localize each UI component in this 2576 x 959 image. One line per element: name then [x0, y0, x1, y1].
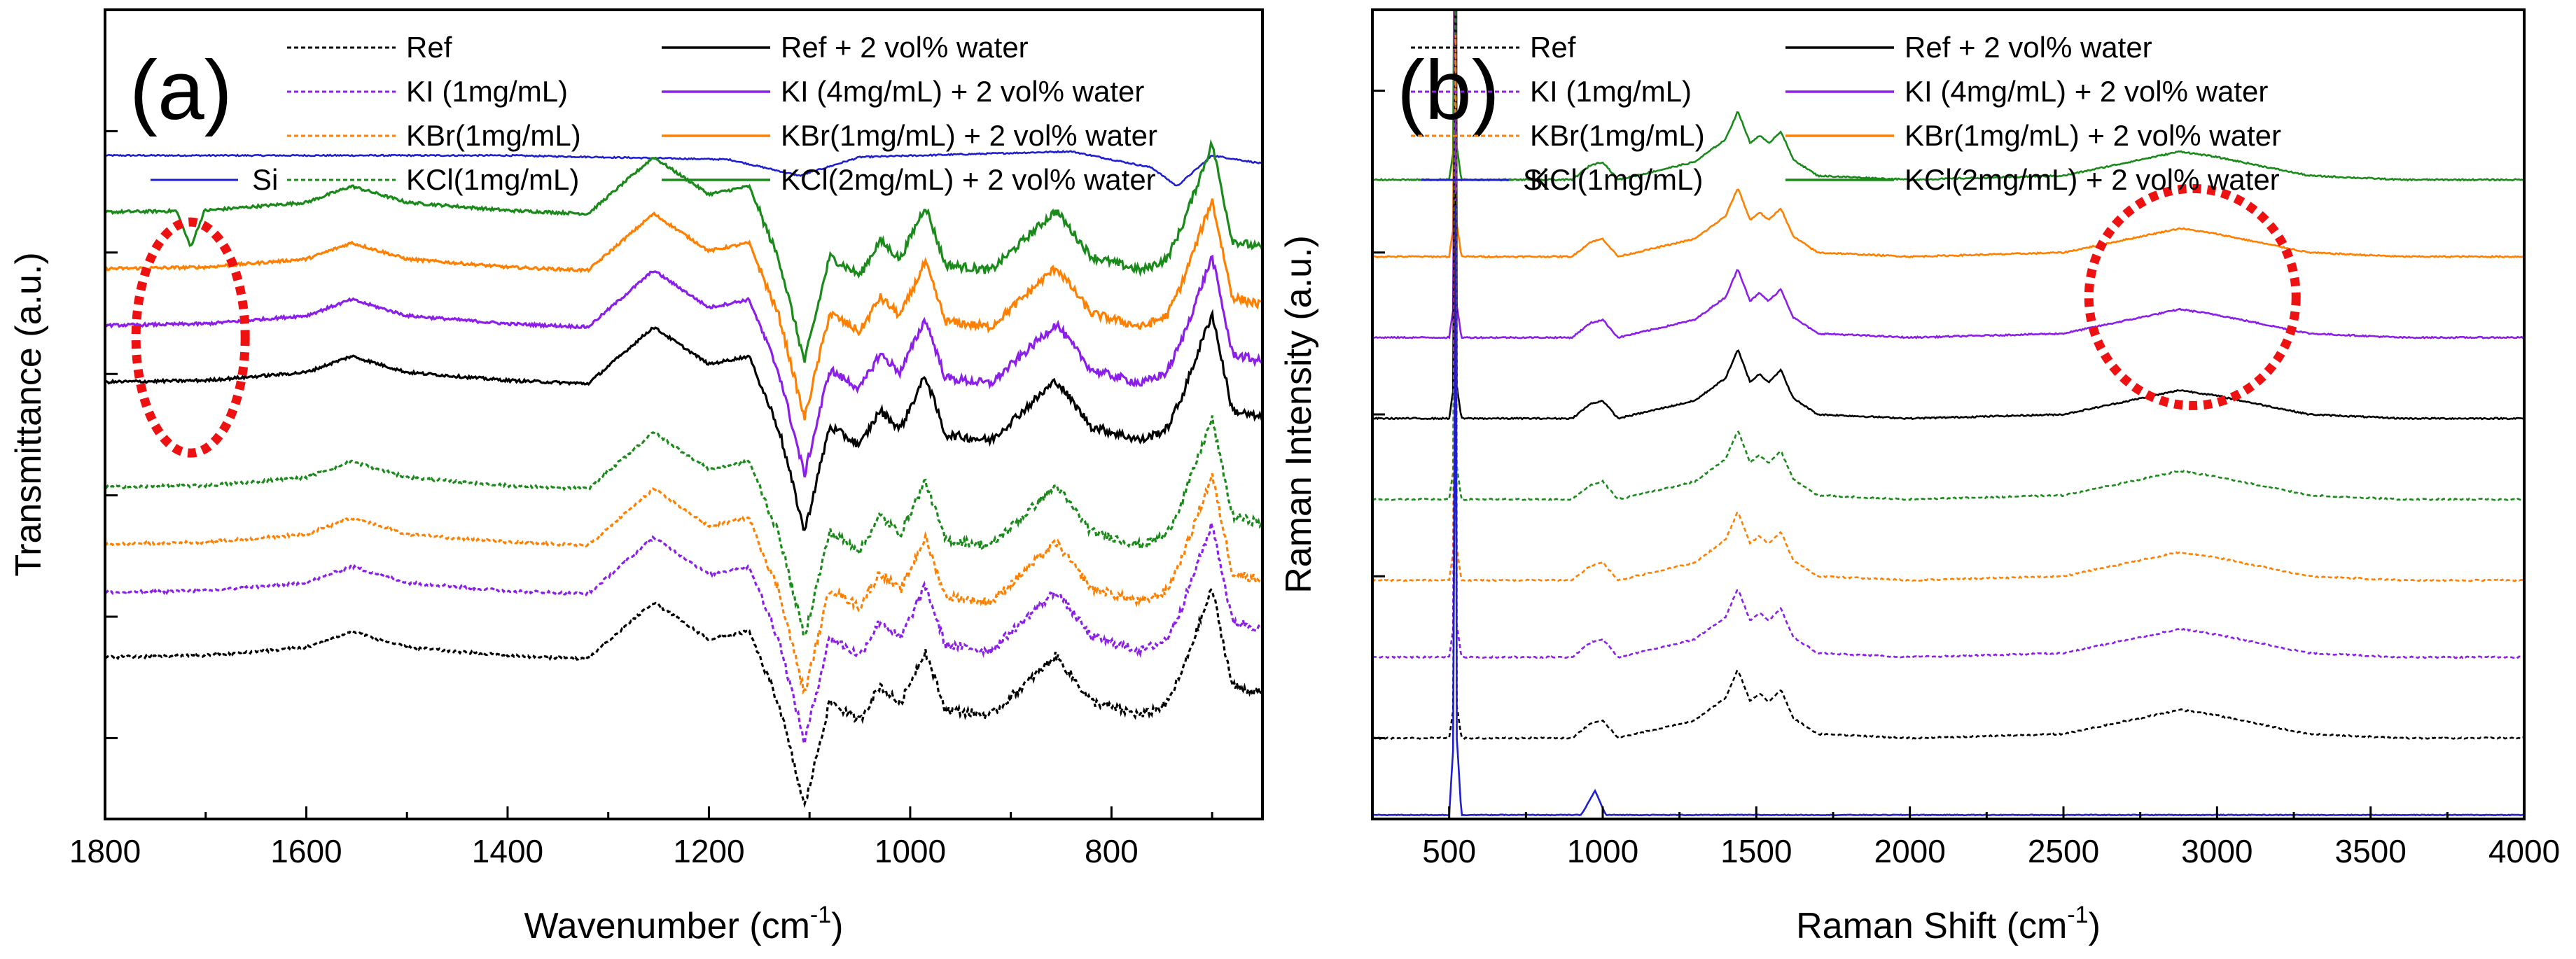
- x-tick-label: 800: [1085, 833, 1139, 869]
- highlight-ellipse: [2084, 183, 2301, 410]
- legend-entry: KI (1mg/mL): [1530, 75, 1692, 108]
- x-tick-label: 1000: [1567, 833, 1638, 869]
- series-line-ref: [105, 587, 1262, 808]
- legend-entry: KI (4mg/mL) + 2 vol% water: [1905, 75, 2268, 108]
- legend-entry: Ref + 2 vol% water: [1905, 31, 2152, 64]
- series-line-ref-2-vol-water: [1372, 10, 2524, 421]
- x-axis-title: Wavenumber (cm-1): [524, 902, 844, 946]
- x-tick-label: 3500: [2334, 833, 2406, 869]
- x-axis-title: Raman Shift (cm-1): [1796, 902, 2101, 946]
- panel-label: (b): [1397, 43, 1500, 137]
- legend-entry: KI (4mg/mL) + 2 vol% water: [781, 75, 1144, 108]
- x-tick-label: 2000: [1874, 833, 1945, 869]
- series-line-ki-4mg-ml-2-vol-water: [105, 254, 1262, 478]
- series-line-si: [105, 150, 1262, 187]
- x-tick-label: 1200: [673, 833, 744, 869]
- panel-label: (a): [130, 43, 232, 137]
- legend-entry: KBr(1mg/mL) + 2 vol% water: [781, 119, 1157, 152]
- series-line-kbr-1mg-ml-: [105, 473, 1262, 695]
- series-line-kbr-1mg-ml-2-vol-water: [105, 198, 1262, 421]
- series-line-ki-1mg-ml-: [105, 522, 1262, 748]
- chart-panel-a: 1800 1600 1400 1200 1000 800 Wavenumber (cm-1)…: [8, 8, 1264, 946]
- legend-entry: KCl(1mg/mL): [1530, 163, 1703, 196]
- series-group: [105, 139, 1262, 808]
- series-line-ref: [1372, 192, 2524, 741]
- chart-panel-b: 500 1000 1500 2000 2500 3000 3500 4000 Raman Shi…: [1279, 8, 2560, 946]
- series-line-kbr-1mg-ml-: [1372, 35, 2524, 582]
- x-tick-label: 1500: [1720, 833, 1792, 869]
- legend-entry: Ref + 2 vol% water: [781, 31, 1029, 64]
- legend: Ref KI (1mg/mL) KBr(1mg/mL) KCl(1mg/mL) Ref …: [1411, 31, 2281, 196]
- series-line-kcl-1mg-ml-: [1372, 10, 2524, 502]
- series-line-ref-2-vol-water: [105, 309, 1262, 531]
- legend-entry: KCl(1mg/mL): [406, 163, 579, 196]
- series-line-kcl-2mg-ml-2-vol-water: [105, 139, 1262, 363]
- plot-frame: [104, 8, 1264, 820]
- legend-entry: Ref: [406, 31, 452, 64]
- legend-entry: KBr(1mg/mL): [1530, 119, 1705, 152]
- y-axis-title: Transmittance (a.u.): [8, 252, 49, 576]
- series-line-kcl-1mg-ml-: [105, 415, 1262, 639]
- x-tick-label: 1600: [270, 833, 342, 869]
- legend: Ref KI (1mg/mL) KBr(1mg/mL) KCl(1mg/mL) Ref …: [151, 31, 1157, 196]
- series-group: [1372, 10, 2524, 817]
- legend-entry: Si: [1523, 163, 1549, 196]
- legend-entry: KBr(1mg/mL): [406, 119, 581, 152]
- x-tick-label: 500: [1422, 833, 1476, 869]
- series-line-kcl-2mg-ml-2-vol-water: [1372, 10, 2524, 182]
- x-tick-label: 1800: [69, 833, 141, 869]
- x-tick-label: 1400: [472, 833, 543, 869]
- x-tick-label: 1000: [875, 833, 946, 869]
- series-line-ki-1mg-ml-: [1372, 112, 2524, 659]
- y-axis-title: Raman Intensity (a.u.): [1279, 235, 1319, 594]
- legend-entry: KBr(1mg/mL) + 2 vol% water: [1905, 119, 2281, 152]
- x-tick-label: 2500: [2028, 833, 2099, 869]
- x-tick-label: 4000: [2488, 833, 2560, 869]
- legend-entry: KI (1mg/mL): [406, 75, 568, 108]
- series-line-kbr-1mg-ml-2-vol-water: [1372, 10, 2524, 259]
- series-line-ki-4mg-ml-2-vol-water: [1372, 10, 2524, 340]
- series-line-si: [1372, 204, 2524, 817]
- highlight-ellipse: [131, 217, 250, 458]
- legend-entry: KCl(2mg/mL) + 2 vol% water: [1905, 163, 2280, 196]
- legend-entry: KCl(2mg/mL) + 2 vol% water: [781, 163, 1156, 196]
- legend-entry: Si: [252, 163, 278, 196]
- x-tick-label: 3000: [2181, 833, 2253, 869]
- legend-entry: Ref: [1530, 31, 1576, 64]
